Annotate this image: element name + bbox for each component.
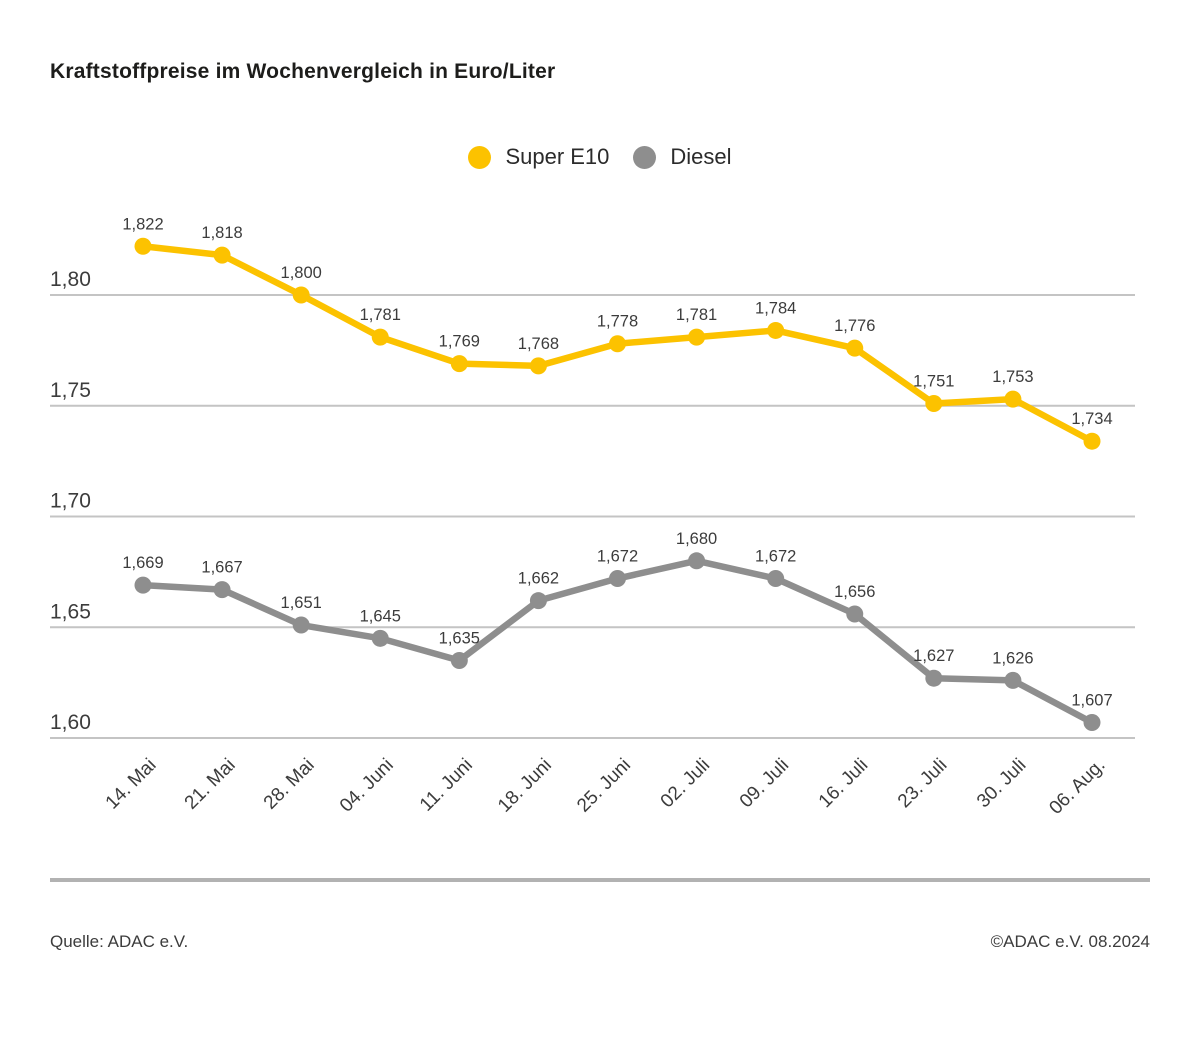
data-point-diesel (767, 570, 785, 588)
value-label-diesel: 1,656 (834, 583, 875, 601)
super-e10-dot-icon (468, 145, 492, 169)
diesel-dot-icon (633, 145, 657, 169)
x-axis-label: 11. Juni (416, 755, 477, 816)
data-point-super-e10 (1083, 432, 1101, 450)
value-label-diesel: 1,680 (676, 530, 717, 548)
data-point-diesel (846, 605, 864, 623)
x-axis-label: 30. Juli (973, 755, 1030, 812)
x-axis-label: 21. Mai (181, 755, 240, 814)
value-label-super-e10: 1,776 (834, 317, 875, 335)
value-label-super-e10: 1,784 (755, 299, 796, 317)
data-point-super-e10 (925, 395, 943, 413)
value-label-diesel: 1,651 (281, 594, 322, 612)
line-chart: 1,80 1,75 1,70 1,65 1,60 14. Mai 21. Mai 28. Ma… (50, 215, 1135, 819)
x-axis-label: 28. Mai (260, 755, 319, 814)
value-label-super-e10: 1,822 (122, 215, 163, 233)
y-axis-label: 1,60 (50, 711, 91, 734)
value-label-super-e10: 1,818 (201, 224, 242, 242)
value-label-super-e10: 1,751 (913, 373, 954, 391)
value-label-super-e10: 1,753 (992, 368, 1033, 386)
data-point-diesel (134, 576, 152, 594)
x-axis-label: 14. Mai (102, 755, 161, 814)
data-point-diesel (1004, 671, 1022, 689)
legend-label-diesel: Diesel (670, 144, 732, 169)
data-point-diesel (292, 616, 310, 634)
legend-item-super-e10: Super E10 (468, 144, 609, 170)
y-axis-label: 1,80 (50, 268, 91, 291)
data-point-super-e10 (371, 328, 389, 346)
value-label-diesel: 1,607 (1071, 691, 1112, 709)
value-label-diesel: 1,645 (360, 607, 401, 625)
x-axis-label: 02. Juli (657, 755, 714, 812)
data-point-diesel (925, 669, 943, 687)
legend: Super E10 Diesel (0, 144, 1200, 170)
legend-label-super-e10: Super E10 (505, 144, 610, 169)
y-axis-label: 1,70 (50, 490, 91, 513)
value-label-diesel: 1,662 (518, 570, 559, 588)
value-label-diesel: 1,669 (122, 554, 163, 572)
x-axis-label: 18. Juni (494, 755, 556, 817)
legend-item-diesel: Diesel (633, 144, 732, 170)
page-title: Kraftstoffpreise im Wochenvergleich in E… (50, 60, 556, 83)
value-label-super-e10: 1,778 (597, 313, 638, 331)
copyright-text: ©ADAC e.V. 08.2024 (990, 932, 1150, 951)
data-point-diesel (529, 592, 547, 610)
data-point-diesel (688, 552, 706, 570)
value-label-super-e10: 1,768 (518, 335, 559, 353)
data-point-super-e10 (688, 328, 706, 346)
data-point-super-e10 (1004, 390, 1022, 408)
value-label-diesel: 1,635 (439, 629, 480, 647)
footer-divider (50, 878, 1150, 882)
data-point-diesel (371, 629, 389, 647)
y-axis-label: 1,75 (50, 379, 91, 402)
value-label-super-e10: 1,800 (281, 264, 322, 282)
data-point-diesel (213, 581, 231, 599)
data-point-super-e10 (213, 246, 231, 264)
data-point-super-e10 (767, 321, 785, 339)
x-axis-label: 06. Aug. (1045, 755, 1109, 819)
value-label-diesel: 1,627 (913, 647, 954, 665)
data-point-super-e10 (846, 339, 864, 357)
value-label-super-e10: 1,781 (676, 306, 717, 324)
data-point-diesel (450, 651, 468, 669)
value-label-diesel: 1,672 (755, 548, 796, 566)
data-point-super-e10 (450, 355, 468, 373)
data-point-super-e10 (292, 286, 310, 304)
y-axis-label: 1,65 (50, 600, 91, 623)
value-label-diesel: 1,667 (201, 559, 242, 577)
data-point-super-e10 (529, 357, 547, 375)
value-label-super-e10: 1,769 (439, 333, 480, 351)
data-point-super-e10 (609, 335, 626, 353)
x-axis-label: 04. Juni (336, 755, 398, 817)
x-axis-label: 16. Juli (815, 755, 872, 812)
x-axis-label: 23. Juli (894, 755, 951, 812)
value-label-diesel: 1,672 (597, 548, 638, 566)
data-point-super-e10 (134, 237, 152, 255)
data-point-diesel (609, 570, 626, 588)
source-text: Quelle: ADAC e.V. (50, 932, 189, 951)
value-label-super-e10: 1,781 (360, 306, 401, 324)
data-point-diesel (1083, 713, 1101, 731)
x-axis-label: 25. Juni (573, 755, 635, 817)
x-axis-label: 09. Juli (736, 755, 793, 812)
value-label-super-e10: 1,734 (1071, 410, 1112, 428)
value-label-diesel: 1,626 (992, 649, 1033, 667)
